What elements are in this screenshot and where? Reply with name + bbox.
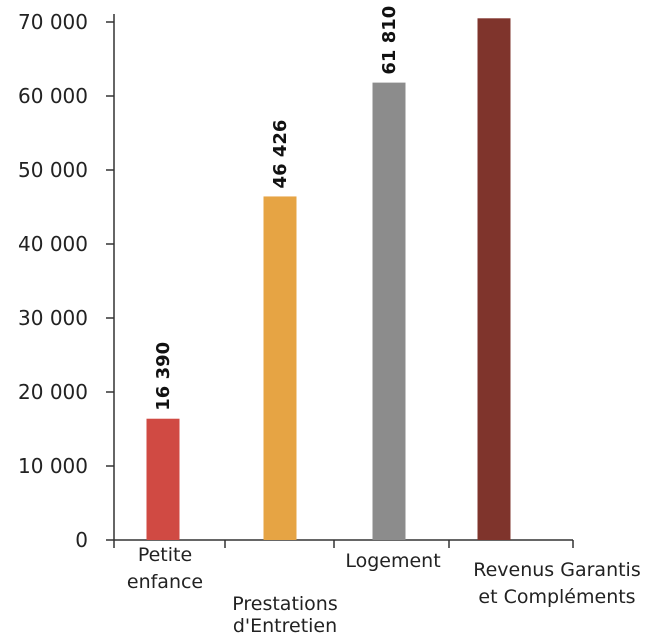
bar bbox=[477, 18, 511, 541]
category-label-line: d'Entretien bbox=[233, 615, 337, 636]
category-label-line: et Compléments bbox=[478, 586, 635, 608]
y-tick-label: 30 000 bbox=[18, 306, 88, 330]
bar bbox=[263, 196, 297, 540]
category-label-line: enfance bbox=[127, 571, 203, 593]
y-tick-label: 70 000 bbox=[18, 10, 88, 34]
category-label-line: Petite bbox=[138, 544, 192, 566]
y-tick-label: 0 bbox=[75, 528, 88, 552]
category-labels: Petite enfance Prestations d'Entretien Logem… bbox=[127, 544, 641, 636]
category-label: Petite enfance bbox=[127, 544, 203, 593]
bar-value-label: 16 390 bbox=[153, 342, 174, 411]
bar-value-label: 61 810 bbox=[379, 6, 400, 75]
category-label-line: Revenus Garantis bbox=[473, 559, 640, 581]
category-label-line: Prestations bbox=[232, 593, 338, 615]
bars bbox=[146, 18, 511, 541]
bar bbox=[372, 82, 406, 540]
y-tick-label: 10 000 bbox=[18, 454, 88, 478]
y-axis: 0 10 000 20 000 30 000 40 000 50 000 60 000 70 … bbox=[18, 10, 115, 552]
y-tick-label: 60 000 bbox=[18, 84, 88, 108]
bar-value-label: 46 426 bbox=[270, 120, 291, 189]
value-labels: 16 390 46 426 61 810 bbox=[153, 6, 400, 411]
category-label: Revenus Garantis et Compléments bbox=[473, 559, 640, 608]
category-label: Logement bbox=[345, 550, 440, 572]
y-tick-label: 20 000 bbox=[18, 380, 88, 404]
y-tick-label: 40 000 bbox=[18, 232, 88, 256]
y-tick-label: 50 000 bbox=[18, 158, 88, 182]
category-label: Prestations d'Entretien bbox=[232, 593, 338, 636]
bar bbox=[146, 418, 180, 540]
category-label-line: Logement bbox=[345, 550, 440, 572]
